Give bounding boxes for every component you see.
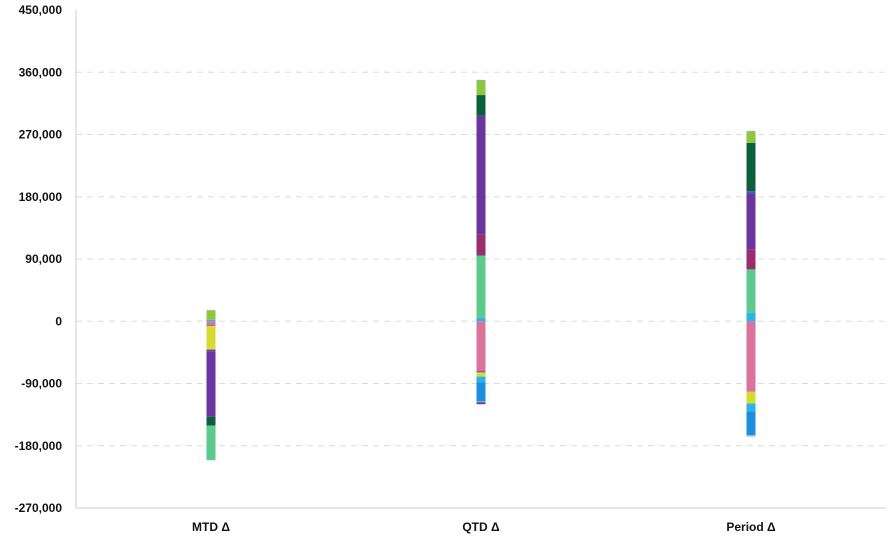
bar-segment[interactable] (746, 269, 756, 313)
bar-segment[interactable] (746, 403, 756, 412)
y-tick-label: 270,000 (19, 128, 63, 142)
bar-segment[interactable] (476, 321, 486, 372)
bar-segment[interactable] (206, 416, 216, 426)
bar-segment[interactable] (476, 95, 486, 116)
bar-segment[interactable] (746, 249, 756, 270)
bars (206, 79, 756, 461)
y-tick-label: 450,000 (19, 3, 63, 17)
bar-segment[interactable] (746, 391, 756, 404)
bar-segment[interactable] (746, 142, 756, 192)
bar-segment[interactable] (746, 191, 756, 194)
bar-segment[interactable] (476, 317, 486, 322)
y-tick-label: -270,000 (15, 501, 63, 515)
x-category-label: MTD Δ (192, 520, 230, 534)
bar-segment[interactable] (206, 326, 216, 349)
bar-segment[interactable] (476, 234, 486, 256)
bar-segment[interactable] (746, 321, 756, 392)
y-tick-label: 90,000 (25, 252, 62, 266)
bar-segment[interactable] (476, 401, 486, 403)
bar-segment[interactable] (746, 411, 756, 436)
bar-segment[interactable] (206, 325, 216, 327)
bar-segment[interactable] (746, 312, 756, 322)
category-labels: MTD Δ QTD Δ Period Δ (192, 520, 776, 534)
bar-segment[interactable] (746, 131, 756, 143)
x-category-label: QTD Δ (462, 520, 500, 534)
bar-segment[interactable] (206, 349, 216, 352)
bar-segment[interactable] (206, 425, 216, 461)
bar-segment[interactable] (206, 351, 216, 417)
bar-segment[interactable] (476, 115, 486, 235)
bar-segment[interactable] (206, 310, 216, 320)
bar-segment[interactable] (476, 376, 486, 383)
bar-segment[interactable] (746, 193, 756, 250)
bar-segment[interactable] (206, 348, 216, 350)
bar-segment[interactable] (476, 372, 486, 377)
bar-segment[interactable] (476, 79, 486, 96)
bar-segment[interactable] (746, 435, 756, 437)
axes (75, 10, 886, 509)
y-tick-label: 360,000 (19, 65, 63, 79)
y-tick-label: 180,000 (19, 190, 63, 204)
bar-segment[interactable] (206, 321, 216, 326)
bar-segment[interactable] (206, 319, 216, 322)
y-tick-label: 0 (55, 314, 62, 328)
y-tick-labels: 450,000 360,000 270,000 180,000 90,000 0 -90,0… (15, 3, 63, 515)
bar-segment[interactable] (476, 255, 486, 318)
y-tick-label: -180,000 (15, 439, 63, 453)
bar-segment[interactable] (476, 371, 486, 373)
x-category-label: Period Δ (726, 520, 776, 534)
bar-segment[interactable] (476, 402, 486, 405)
y-tick-label: -90,000 (21, 377, 62, 391)
bar-segment[interactable] (476, 382, 486, 402)
